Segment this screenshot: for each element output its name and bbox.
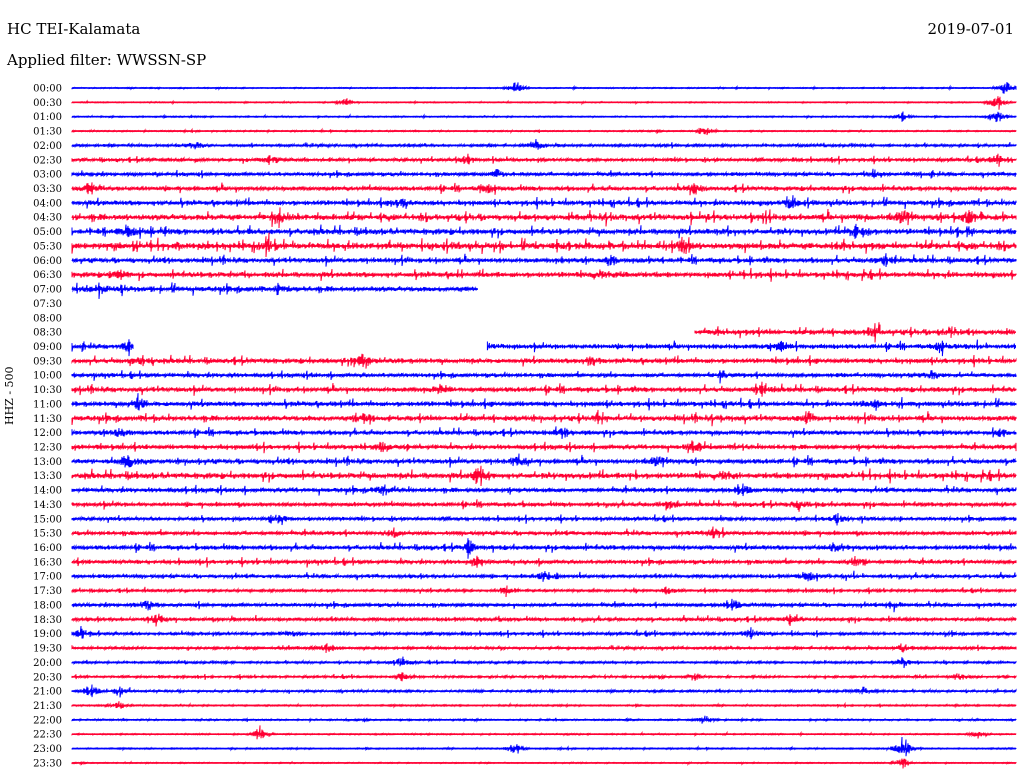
- row-time-label: 21:00: [33, 687, 62, 698]
- row-time-label: 00:00: [33, 84, 62, 95]
- row-time-label: 11:00: [33, 399, 62, 410]
- row-time-label: 19:00: [33, 629, 62, 640]
- row-time-label: 21:30: [33, 701, 62, 712]
- trace-line: [71, 393, 1017, 411]
- row-time-label: 07:30: [33, 299, 62, 310]
- trace-line: [71, 736, 1017, 757]
- row-time-label: 01:00: [33, 112, 62, 123]
- filter-label: Applied filter: WWSSN-SP: [7, 51, 207, 69]
- row-time-label: 08:00: [33, 313, 62, 324]
- row-time-label: 12:00: [33, 428, 62, 439]
- trace-line: [71, 370, 1017, 384]
- row-time-label: 07:00: [33, 285, 62, 296]
- row-time-label: 19:30: [33, 644, 62, 655]
- row-time-label: 04:30: [33, 213, 62, 224]
- row-time-label: 03:30: [33, 184, 62, 195]
- row-time-label: 09:30: [33, 356, 62, 367]
- row-time-label: 13:00: [33, 457, 62, 468]
- station-name: HC TEI-Kalamata: [7, 20, 141, 38]
- row-time-label: 14:00: [33, 486, 62, 497]
- row-time-label: 11:30: [33, 414, 62, 425]
- row-time-label: 10:30: [33, 385, 62, 396]
- row-time-label: 10:00: [33, 371, 62, 382]
- row-time-label: 12:30: [33, 443, 62, 454]
- row-time-label: 13:30: [33, 471, 62, 482]
- row-time-label: 17:30: [33, 586, 62, 597]
- row-time-label: 15:30: [33, 529, 62, 540]
- row-time-label: 20:30: [33, 672, 62, 683]
- row-time-label: 14:30: [33, 500, 62, 511]
- row-time-label: 02:00: [33, 141, 62, 152]
- row-time-label: 18:00: [33, 600, 62, 611]
- row-time-label: 06:00: [33, 256, 62, 267]
- trace-line: [71, 625, 1017, 640]
- row-time-label: 04:00: [33, 198, 62, 209]
- row-time-label: 05:30: [33, 241, 62, 252]
- row-time-label: 09:00: [33, 342, 62, 353]
- row-time-label: 03:00: [33, 170, 62, 181]
- trace-line: [71, 725, 1017, 740]
- row-time-label: 23:00: [33, 744, 62, 755]
- record-date: 2019-07-01: [927, 20, 1014, 38]
- row-time-label: 05:00: [33, 227, 62, 238]
- row-time-label: 23:30: [33, 758, 62, 769]
- row-time-label: 02:30: [33, 155, 62, 166]
- row-time-label: 22:30: [33, 730, 62, 741]
- trace-line: [486, 339, 1016, 357]
- row-time-label: 06:30: [33, 270, 62, 281]
- row-time-label: 17:00: [33, 572, 62, 583]
- trace-line: [71, 282, 478, 299]
- row-time-label: 20:00: [33, 658, 62, 669]
- trace-line: [71, 232, 1017, 258]
- trace-line: [71, 499, 1017, 512]
- trace-line: [71, 139, 1017, 150]
- trace-line: [71, 538, 1017, 559]
- row-time-label: 22:00: [33, 715, 62, 726]
- row-time-label: 01:30: [33, 127, 62, 138]
- row-time-label: 18:30: [33, 615, 62, 626]
- row-time-label: 16:30: [33, 557, 62, 568]
- trace-line: [71, 339, 134, 357]
- row-time-label: 15:00: [33, 514, 62, 525]
- row-time-label: 16:00: [33, 543, 62, 554]
- row-time-label: 08:30: [33, 328, 62, 339]
- row-time-label: 00:30: [33, 98, 62, 109]
